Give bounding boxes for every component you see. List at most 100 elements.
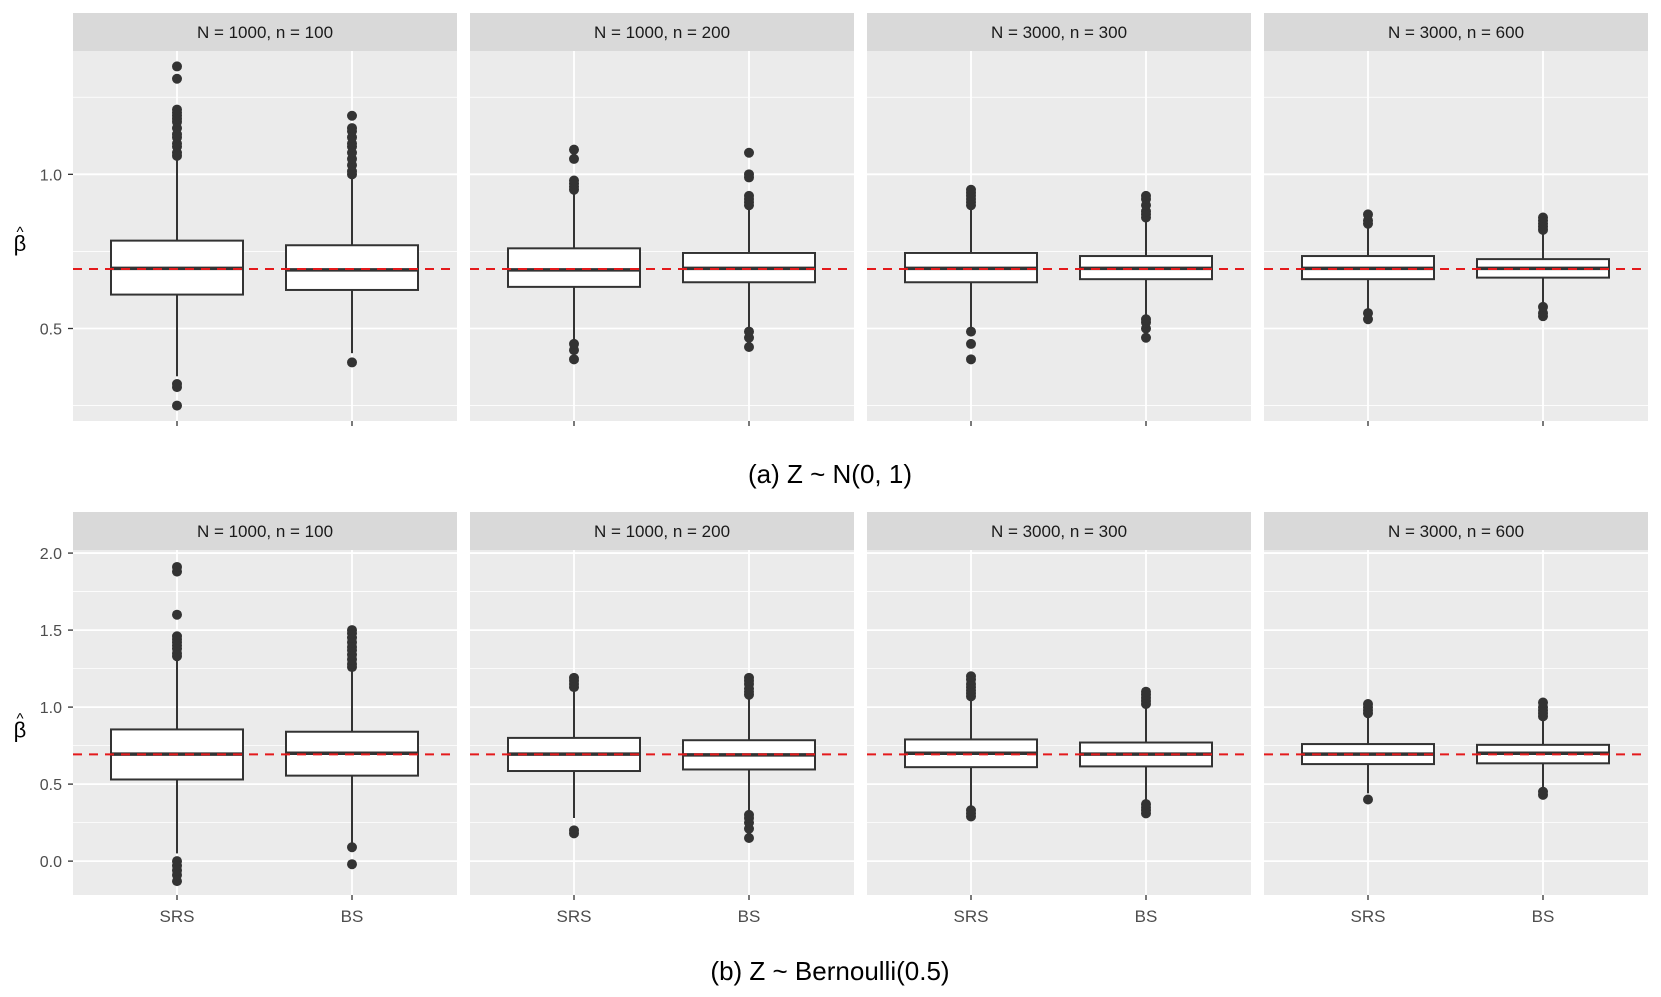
box-srs <box>904 184 1038 365</box>
panel-background <box>73 550 457 895</box>
y-tick-label: 1.0 <box>40 700 62 717</box>
x-tick-label: SRS <box>1351 907 1386 926</box>
facet-strip <box>1264 512 1648 550</box>
facet-panel: N = 3000, n = 600 SRS BS <box>1264 512 1648 926</box>
panel-background <box>867 550 1251 895</box>
outlier-point <box>1538 697 1548 708</box>
facet-title: N = 3000, n = 600 <box>1388 23 1524 42</box>
outlier-point <box>1141 314 1151 325</box>
box-srs <box>1301 209 1435 325</box>
outlier-point <box>569 144 579 155</box>
outlier-point <box>744 809 754 820</box>
y-tick-label: 2.0 <box>40 546 62 563</box>
y-axis-label-hat: ^ <box>16 224 23 241</box>
facet-strip <box>1264 13 1648 51</box>
panel-background <box>470 550 854 895</box>
outlier-point <box>1363 308 1373 319</box>
facet-title: N = 1000, n = 200 <box>594 522 730 541</box>
panel-background <box>1264 51 1648 421</box>
facet-title: N = 1000, n = 100 <box>197 522 333 541</box>
outlier-point <box>744 190 754 201</box>
y-tick-label: 0.5 <box>40 322 62 339</box>
outlier-point <box>1141 190 1151 201</box>
outlier-point <box>569 672 579 683</box>
facet-title: N = 3000, n = 600 <box>1388 522 1524 541</box>
outlier-point <box>966 354 976 365</box>
panel-background <box>73 51 457 421</box>
facet-panel: N = 1000, n = 100 <box>73 13 457 426</box>
outlier-point <box>1141 686 1151 697</box>
outlier-point <box>172 73 182 84</box>
outlier-point <box>172 856 182 867</box>
x-tick-label: BS <box>1135 907 1158 926</box>
figure-a: 0.5 1.0 β^ N = 1000, n = 100 N = 1000, n = 2… <box>14 13 1648 489</box>
outlier-point <box>347 842 357 853</box>
figure-caption: (b) Z ~ Bernoulli(0.5) <box>710 956 949 986</box>
facet-panel: N = 1000, n = 200 SRS BS <box>470 512 854 926</box>
y-axis-label-hat: ^ <box>16 711 23 728</box>
y-axis-label: β <box>14 718 27 743</box>
box-iqr <box>507 247 641 288</box>
box-srs <box>110 61 244 411</box>
outlier-point <box>744 342 754 352</box>
outlier-point <box>172 400 182 411</box>
facet-title: N = 1000, n = 100 <box>197 23 333 42</box>
outlier-point <box>1363 794 1373 805</box>
box-srs <box>507 144 641 365</box>
outlier-point <box>172 609 182 620</box>
facet-title: N = 3000, n = 300 <box>991 522 1127 541</box>
outlier-point <box>569 825 579 836</box>
y-tick-label: 1.0 <box>40 167 62 184</box>
y-tick-label: 0.0 <box>40 854 62 871</box>
facet-strip <box>867 512 1251 550</box>
facet-title: N = 1000, n = 200 <box>594 23 730 42</box>
panel-background <box>470 51 854 421</box>
outlier-point <box>172 61 182 72</box>
outlier-point <box>1538 786 1548 797</box>
outlier-point <box>1363 209 1373 220</box>
outlier-point <box>347 357 357 368</box>
y-tick-label: 0.5 <box>40 777 62 794</box>
x-tick-label: SRS <box>557 907 592 926</box>
facet-panel: N = 3000, n = 300 <box>867 13 1251 426</box>
facet-panel: N = 3000, n = 600 <box>1264 13 1648 426</box>
box-srs <box>507 672 641 839</box>
facet-strip <box>867 13 1251 51</box>
outlier-point <box>1538 212 1548 223</box>
facet-panel: N = 3000, n = 300 SRS BS <box>867 512 1251 926</box>
outlier-point <box>744 672 754 683</box>
outlier-point <box>569 153 579 164</box>
outlier-point <box>172 104 182 115</box>
outlier-point <box>569 354 579 365</box>
x-tick-label: SRS <box>160 907 195 926</box>
box-bs <box>1079 190 1213 343</box>
box-srs <box>110 561 244 887</box>
outlier-point <box>1538 301 1548 312</box>
outlier-point <box>1141 799 1151 810</box>
facet-strip <box>73 512 457 550</box>
panel-background <box>867 51 1251 421</box>
outlier-point <box>172 379 182 389</box>
x-tick-label: BS <box>1532 907 1555 926</box>
outlier-point <box>744 147 754 158</box>
facet-panel: N = 1000, n = 100 SRS BS <box>73 512 457 926</box>
panel-background <box>1264 550 1648 895</box>
outlier-point <box>172 561 182 572</box>
facet-title: N = 3000, n = 300 <box>991 23 1127 42</box>
outlier-point <box>966 326 976 337</box>
x-tick-label: BS <box>738 907 761 926</box>
outlier-point <box>966 805 976 816</box>
outlier-point <box>966 184 976 195</box>
box-iqr <box>285 244 419 291</box>
outlier-point <box>347 110 357 121</box>
facet-panel: N = 1000, n = 200 <box>470 13 854 426</box>
facet-strip <box>73 13 457 51</box>
outlier-point <box>744 326 754 337</box>
outlier-point <box>966 338 976 349</box>
outlier-point <box>744 833 754 844</box>
outlier-point <box>347 123 357 134</box>
outlier-point <box>347 859 357 870</box>
figure-caption: (a) Z ~ N(0, 1) <box>748 459 912 489</box>
outlier-point <box>744 169 754 180</box>
